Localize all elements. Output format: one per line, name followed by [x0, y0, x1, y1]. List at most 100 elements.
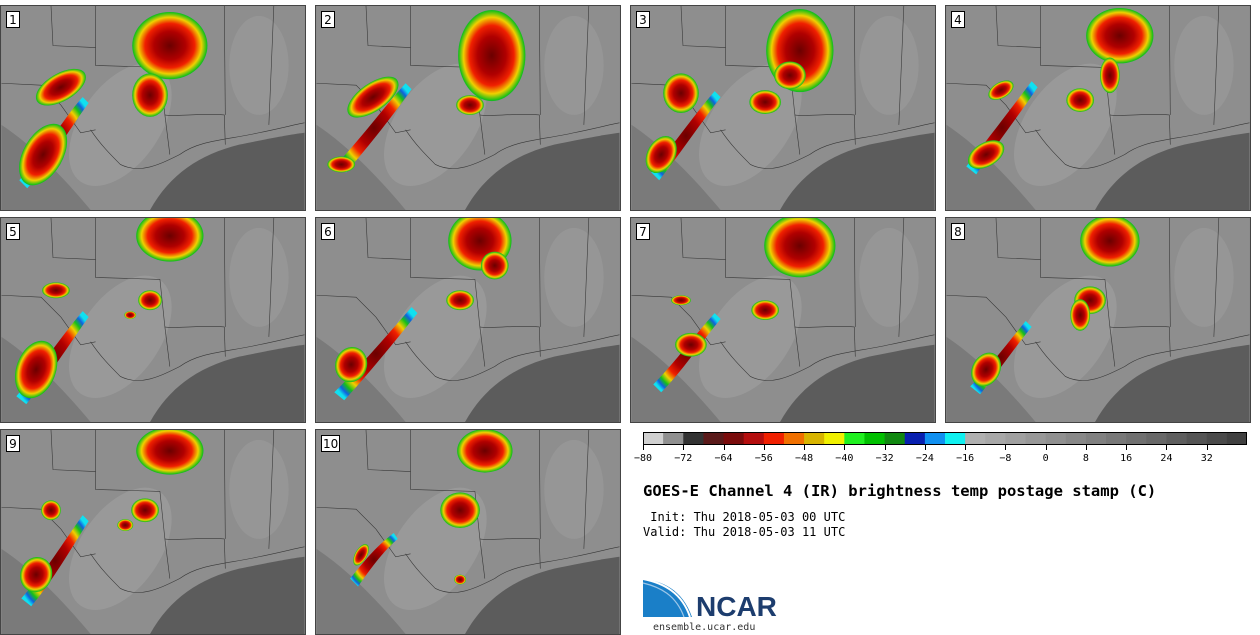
storm-cell — [41, 500, 61, 521]
storm-cell — [440, 492, 480, 529]
storm-cell — [132, 73, 168, 117]
colorbar-tick-label: −40 — [835, 453, 854, 464]
colorbar-tick-mark — [763, 445, 765, 450]
colorbar-tick-mark — [804, 445, 806, 450]
colorbar-swatch — [1005, 432, 1027, 445]
ir-satellite-map — [316, 6, 620, 210]
storm-cell — [124, 311, 137, 320]
colorbar-swatch — [965, 432, 986, 445]
colorbar-tick-mark — [683, 445, 685, 450]
colorbar-tick-mark — [924, 445, 926, 450]
colorbar-tick-label: −32 — [875, 453, 894, 464]
colorbar-swatch — [783, 432, 805, 445]
colorbar-tick-label: −24 — [915, 453, 934, 464]
colorbar-swatch — [1146, 432, 1167, 445]
colorbar-swatch — [763, 432, 785, 445]
storm-cell — [132, 11, 208, 80]
colorbar-tick-mark — [884, 445, 886, 450]
colorbar-tick-label: −80 — [633, 453, 653, 464]
panel-number: 3 — [636, 11, 650, 28]
storm-cell — [136, 430, 204, 475]
ir-satellite-map — [631, 218, 935, 422]
storm-cell — [1099, 57, 1120, 94]
storm-cell — [1086, 7, 1154, 64]
colorbar-swatch — [1025, 432, 1047, 445]
colorbar-swatch — [1106, 432, 1127, 445]
colorbar-swatch — [1065, 432, 1087, 445]
ir-satellite-map — [1, 430, 305, 634]
storm-cell — [456, 95, 484, 115]
colorbar-swatch — [884, 432, 906, 445]
storm-cell — [749, 90, 782, 114]
colorbar-swatch — [743, 432, 765, 445]
ir-satellite-map — [946, 6, 1250, 210]
colorbar-swatch — [703, 432, 725, 445]
ensemble-member-panel: 7 — [630, 217, 936, 423]
colorbar-tick-mark — [723, 445, 725, 450]
storm-cell — [663, 73, 699, 113]
colorbar-tick-label: 32 — [1200, 453, 1213, 464]
colorbar-tick-mark — [643, 445, 644, 450]
storm-cell — [751, 300, 780, 320]
ensemble-member-panel: 9 — [0, 429, 306, 635]
panel-number: 8 — [951, 223, 965, 240]
storm-cell — [136, 218, 204, 262]
storm-cell — [335, 346, 368, 383]
colorbar-tick-mark — [844, 445, 846, 450]
panel-number: 4 — [951, 11, 965, 28]
storm-cell — [988, 80, 1014, 100]
storm-cell — [457, 430, 513, 473]
panel-number: 5 — [6, 223, 20, 240]
colorbar-swatch — [683, 432, 704, 445]
storm-cell — [117, 519, 134, 532]
storm-cell — [19, 123, 68, 186]
ensemble-member-panel: 8 — [945, 217, 1251, 423]
colorbar-swatch — [1045, 432, 1067, 445]
figure-title: GOES-E Channel 4 (IR) brightness temp po… — [643, 482, 1157, 500]
colorbar-ticks: −80 −72 −64 −56 −48 −40 −32 −24 −16 −8 0 8 16 24 32 — [634, 445, 1247, 465]
colorbar-swatch — [864, 432, 886, 445]
panel-number: 6 — [321, 223, 335, 240]
logo-url: ensemble.ucar.edu — [653, 622, 756, 633]
colorbar — [643, 432, 1247, 445]
colorbar-tick-label: −48 — [795, 453, 814, 464]
colorbar-swatch — [1166, 432, 1188, 445]
storm-cell — [20, 556, 53, 593]
colorbar-tick-label: −16 — [956, 453, 975, 464]
colorbar-swatch — [904, 432, 926, 445]
colorbar-swatch — [985, 432, 1006, 445]
ensemble-member-panel: 2 — [315, 5, 621, 211]
panel-number: 9 — [6, 435, 20, 452]
colorbar-swatch — [663, 432, 684, 445]
storm-cell — [774, 61, 806, 90]
panel-number: 7 — [636, 223, 650, 240]
valid-time: Valid: Thu 2018-05-03 11 UTC — [643, 525, 846, 539]
colorbar-tick-mark — [1206, 445, 1208, 450]
ir-satellite-map — [316, 218, 620, 422]
colorbar-tick-mark — [1166, 445, 1168, 450]
panel-number: 10 — [321, 435, 341, 452]
convective-line — [350, 532, 398, 587]
storm-cell — [446, 290, 474, 311]
colorbar-tick-mark — [1085, 445, 1087, 450]
storm-cell — [353, 544, 369, 566]
colorbar-tick-mark — [1045, 445, 1047, 450]
colorbar-swatch — [1186, 432, 1208, 445]
ensemble-member-panel: 4 — [945, 5, 1251, 211]
ensemble-member-panel: 1 — [0, 5, 306, 211]
storm-cell — [327, 156, 356, 173]
storm-cell — [971, 352, 1002, 387]
ir-satellite-map — [1, 6, 305, 210]
storm-cell — [131, 498, 159, 523]
convective-line — [336, 83, 412, 173]
storm-cell — [347, 76, 399, 118]
ir-satellite-map — [1, 218, 305, 422]
colorbar-swatch — [1206, 432, 1228, 445]
storm-cell — [138, 290, 162, 311]
colorbar-swatch — [924, 432, 946, 445]
colorbar-swatch — [643, 432, 664, 445]
storm-cell — [967, 140, 1005, 169]
colorbar-tick-label: 8 — [1082, 453, 1089, 464]
ensemble-member-panel: 6 — [315, 217, 621, 423]
panel-number: 1 — [6, 11, 20, 28]
